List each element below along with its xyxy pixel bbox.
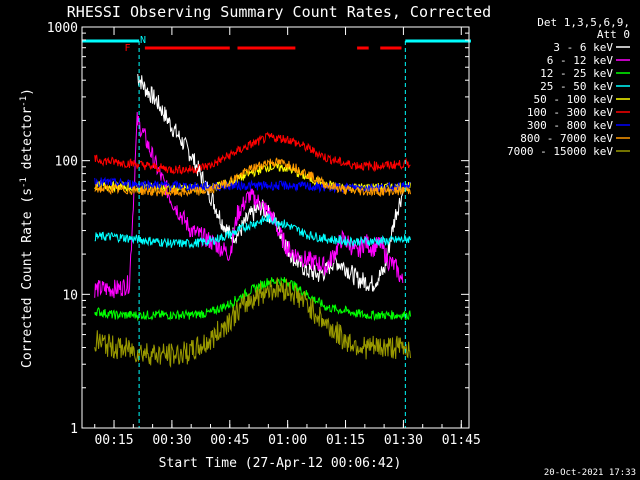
x-tick-label: 01:15	[326, 433, 365, 448]
legend-label: 800 - 7000 keV	[520, 132, 613, 145]
y-tick-label: 1	[70, 422, 78, 437]
legend-label: 25 - 50 keV	[540, 80, 613, 93]
y-tick-label: 100	[55, 155, 78, 170]
series-line-5	[94, 131, 411, 175]
timestamp: 20-Oct-2021 17:33	[544, 468, 636, 478]
y-axis-label: Corrected Count Rate (s-1 detector-1)	[19, 88, 35, 368]
flag-label-n: N	[140, 35, 146, 46]
series-line-0	[137, 73, 404, 293]
legend-header-line-2: Att 0	[597, 28, 630, 41]
x-tick-label: 01:30	[384, 433, 423, 448]
x-tick-label: 00:15	[94, 433, 133, 448]
x-tick-label: 01:00	[268, 433, 307, 448]
chart-title: RHESSI Observing Summary Count Rates, Co…	[67, 3, 491, 21]
legend-label: 100 - 300 keV	[527, 106, 613, 119]
series-line-2	[94, 276, 411, 322]
flag-label-f: F	[125, 43, 131, 54]
legend-label: 6 - 12 keV	[547, 54, 614, 67]
x-tick-label: 00:45	[210, 433, 249, 448]
y-tick-label: 10	[62, 288, 78, 303]
series-line-8	[94, 277, 411, 369]
legend-label: 50 - 100 keV	[534, 93, 614, 106]
legend-label: 300 - 800 keV	[527, 119, 613, 132]
legend-label: 7000 - 15000 keV	[507, 145, 613, 158]
series-line-1	[94, 111, 404, 299]
x-tick-label: 01:45	[442, 433, 481, 448]
legend-label: 3 - 6 keV	[553, 41, 613, 54]
y-tick-label: 1000	[47, 21, 78, 36]
x-tick-label: 00:30	[152, 433, 191, 448]
series-line-3	[94, 212, 411, 250]
legend-label: 12 - 25 keV	[540, 67, 613, 80]
x-axis-label: Start Time (27-Apr-12 00:06:42)	[159, 456, 402, 471]
legend-header-line-1: Det 1,3,5,6,9,	[537, 16, 630, 29]
plot-frame	[81, 26, 470, 429]
series-line-7	[94, 157, 411, 198]
